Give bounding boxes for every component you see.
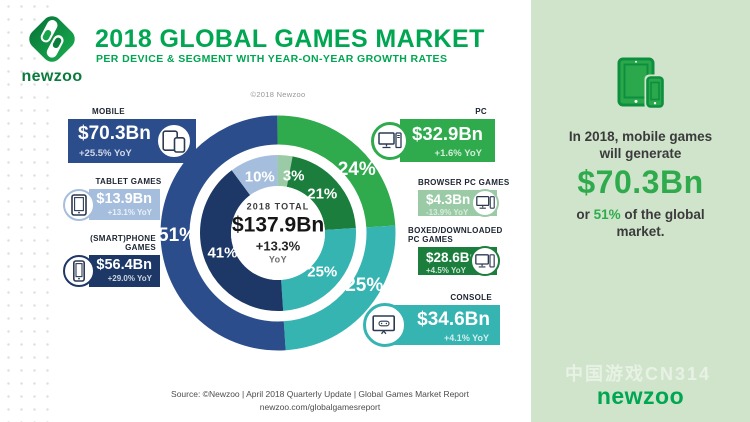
boxed-pc-yoy: +4.5% YoY — [426, 266, 466, 275]
console-icon-circle — [363, 303, 407, 347]
panel-statement: In 2018, mobile games will generate — [568, 129, 713, 161]
pc-label: PC — [475, 107, 487, 116]
boxed-pc-value: $28.6Bn — [426, 250, 478, 265]
desktop-pc-icon — [475, 196, 495, 209]
donut-percent-label: 10% — [244, 168, 275, 186]
phone-icon — [73, 260, 85, 282]
donut-percent-label: 41% — [207, 244, 238, 262]
mobile-yoy: +25.5% YoY — [79, 148, 132, 159]
tablet-icon-circle — [63, 188, 95, 221]
watermark: 中国游戏CN314 — [565, 364, 712, 384]
donut-percent-label: 3% — [282, 167, 305, 185]
source-line-2: newzoo.com/globalgamesreport — [259, 401, 381, 412]
donut-percent-label: 25% — [345, 274, 384, 296]
console-label: CONSOLE — [450, 293, 492, 302]
console-stat-box: CONSOLE $34.6Bn +4.1% YoY — [363, 293, 500, 347]
mobile-icon-circle — [156, 123, 192, 159]
panel-highlight-pct: 51% — [593, 207, 621, 222]
tablet-stat-box: TABLET GAMES $13.9Bn +13.1% YoY — [63, 177, 161, 221]
source-note: Source: ©Newzoo | April 2018 Quarterly U… — [105, 388, 535, 413]
newzoo-logo-icon — [29, 16, 75, 62]
donut-label-layer: 24% 25% 51% 3% 21% 25% 41% 10% — [158, 113, 398, 353]
panel-text-suffix: of the global market. — [616, 207, 705, 239]
pc-stat-box: PC $32.9Bn +1.6% YoY — [371, 107, 495, 162]
smartphone-label: (SMART)PHONE GAMES — [90, 234, 156, 252]
browser-pc-icon-circle — [471, 189, 499, 217]
panel-highlight-value: $70.3Bn — [577, 164, 704, 200]
desktop-pc-icon — [378, 131, 402, 148]
dot-pattern — [2, 0, 52, 422]
donut-percent-label: 25% — [307, 263, 338, 281]
browser-pc-value: $4.3Bn — [426, 192, 471, 207]
total-value: $137.9Bn — [232, 213, 325, 237]
donut-chart: 24% 25% 51% 3% 21% 25% 41% 10% 2018 TOTAL $137.… — [158, 113, 398, 353]
console-value: $34.6Bn — [417, 309, 490, 330]
donut-rings — [160, 115, 396, 351]
tablet-icon — [71, 193, 87, 216]
boxed-pc-label: BOXED/DOWNLOADED PC GAMES — [408, 226, 503, 244]
total-growth-unit: YoY — [268, 254, 288, 265]
tablet-phone-icon — [162, 129, 186, 153]
tablet-label: TABLET GAMES — [95, 177, 162, 186]
pc-value: $32.9Bn — [412, 123, 483, 144]
donut-center-total: 2018 TOTAL $137.9Bn +13.3% YoY — [232, 202, 324, 265]
smartphone-yoy: +29.0% YoY — [107, 274, 152, 283]
tablet-value: $13.9Bn — [96, 191, 152, 207]
smartphone-value: $56.4Bn — [96, 257, 152, 273]
source-line-1: Source: ©Newzoo | April 2018 Quarterly U… — [171, 389, 469, 399]
page-title: 2018 GLOBAL GAMES MARKET — [95, 25, 485, 53]
smartphone-stat-box: (SMART)PHONE GAMES $56.4Bn +29.0% YoY — [63, 234, 160, 287]
newzoo-footer-wordmark: newzoo — [596, 383, 685, 409]
donut-percent-label: 21% — [307, 185, 338, 203]
browser-pc-stat-box: BROWSER PC GAMES $4.3Bn -13.9% YoY — [418, 178, 509, 217]
mobile-devices-icon — [617, 57, 665, 110]
donut-percent-label: 24% — [337, 158, 376, 180]
panel-statement-2: or 51% of the global market. — [558, 206, 723, 240]
mobile-label: MOBILE — [92, 107, 125, 116]
mobile-value: $70.3Bn — [78, 123, 151, 144]
pc-yoy: +1.6% YoY — [434, 148, 482, 159]
total-growth: +13.3% — [255, 238, 301, 254]
newzoo-wordmark: newzoo — [21, 68, 83, 85]
donut-percent-label: 51% — [158, 225, 197, 247]
total-label: 2018 TOTAL — [246, 201, 310, 212]
console-yoy: +4.1% YoY — [444, 333, 489, 343]
browser-pc-yoy: -13.9% YoY — [426, 208, 469, 217]
browser-pc-label: BROWSER PC GAMES — [418, 178, 510, 187]
highlight-panel: In 2018, mobile games will generate $70.… — [531, 0, 750, 422]
mobile-stat-box: MOBILE $70.3Bn +25.5% YoY — [68, 107, 196, 163]
tv-gamepad-icon — [372, 315, 396, 335]
chart-copyright: ©2018 Newzoo — [250, 90, 306, 99]
tablet-yoy: +13.1% YoY — [107, 208, 152, 217]
desktop-pc-icon — [475, 253, 495, 267]
boxed-pc-stat-box: BOXED/DOWNLOADED PC GAMES $28.6Bn +4.5% … — [408, 226, 502, 276]
panel-text-prefix: or — [576, 207, 594, 222]
page-subtitle: PER DEVICE & SEGMENT WITH YEAR-ON-YEAR G… — [96, 53, 448, 65]
smartphone-icon-circle — [63, 255, 95, 287]
pc-icon-circle — [371, 121, 409, 160]
boxed-pc-icon-circle — [470, 246, 500, 276]
